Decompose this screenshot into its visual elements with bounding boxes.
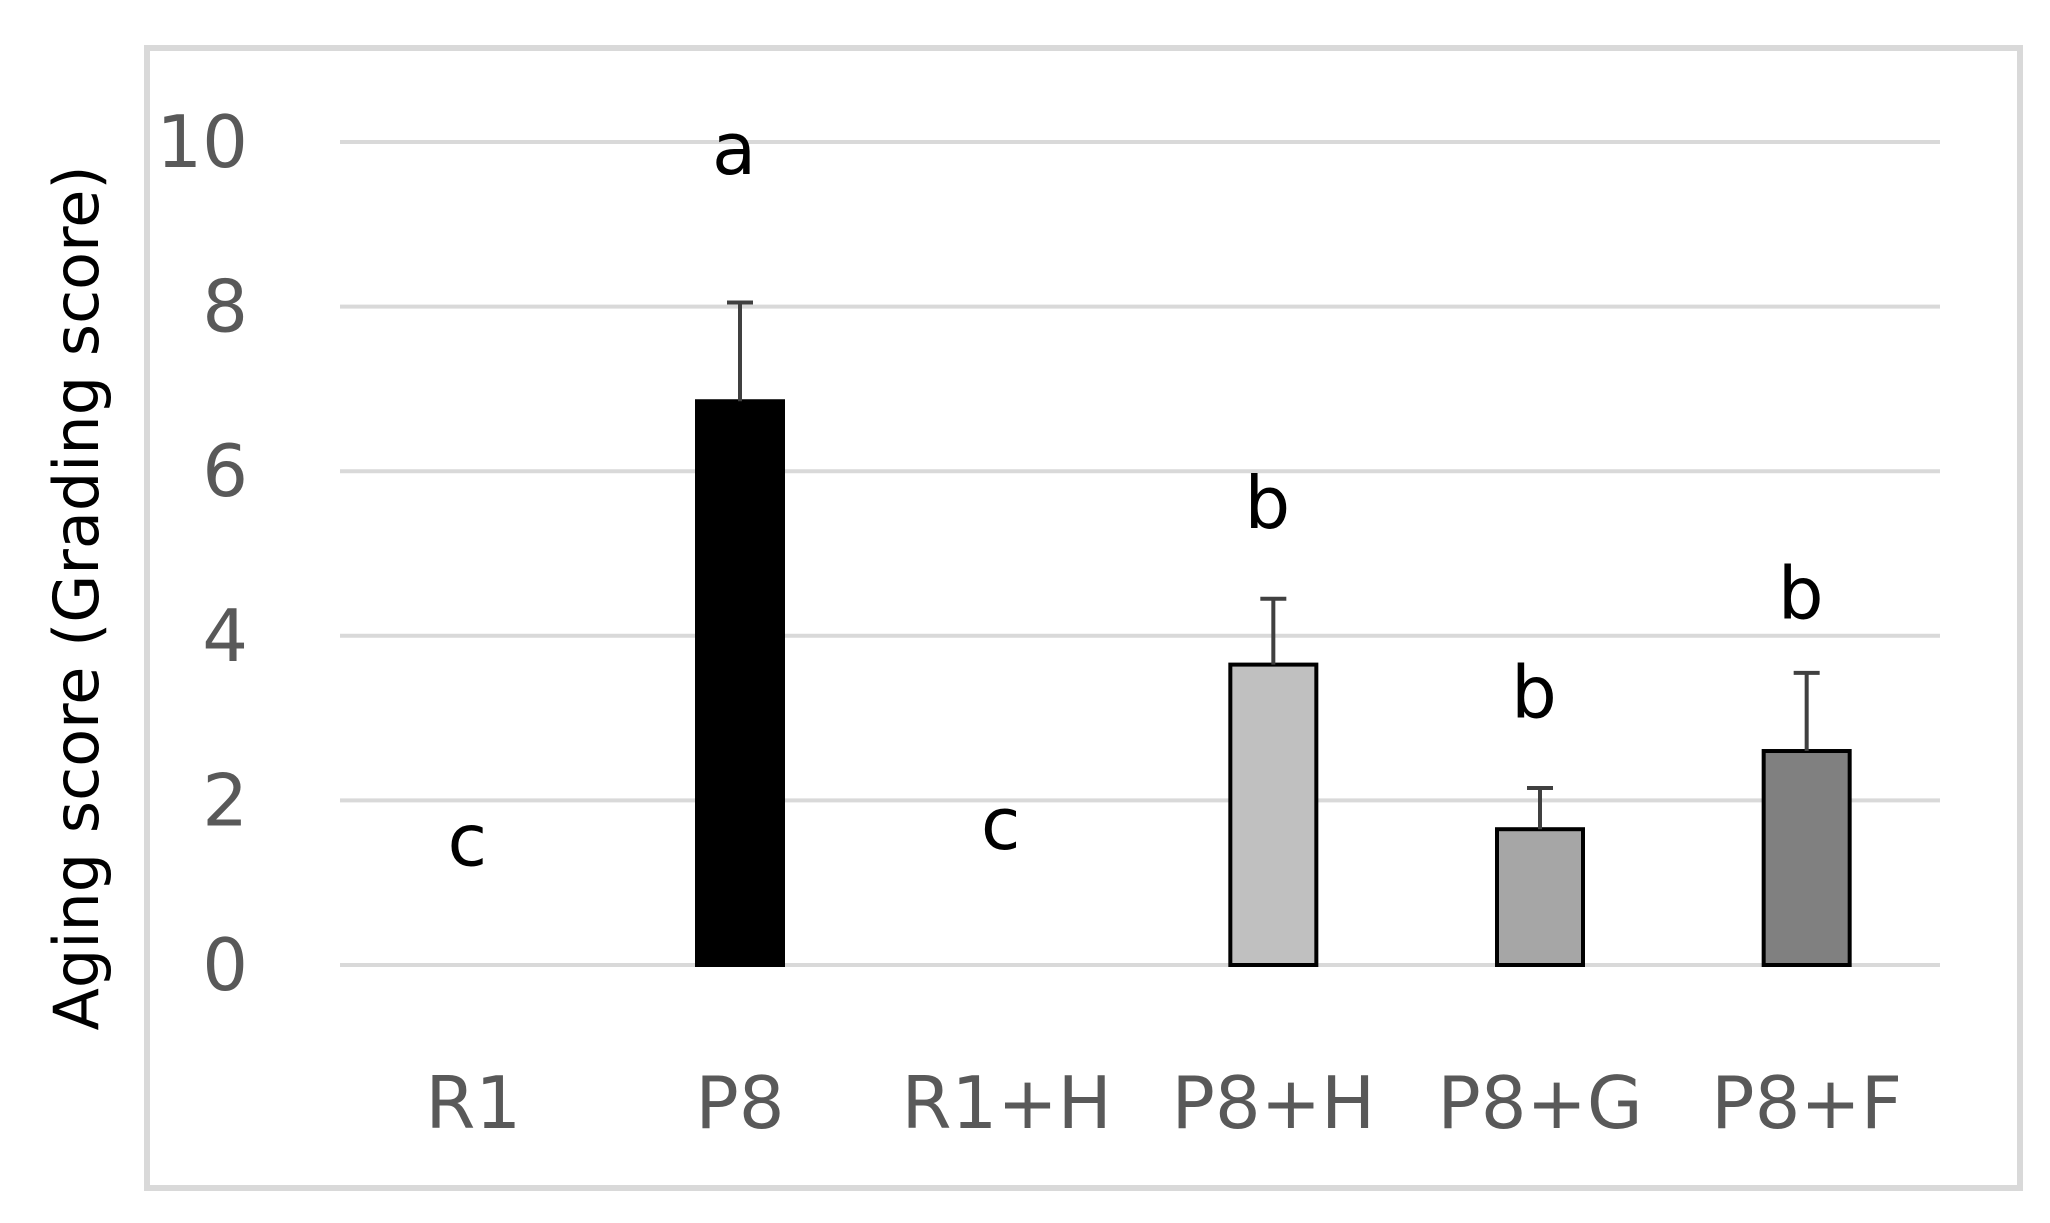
x-tick-label: R1 bbox=[425, 1061, 521, 1145]
y-tick-label: 0 bbox=[202, 923, 248, 1007]
significance-label: c bbox=[448, 799, 488, 883]
x-tick-label: R1+H bbox=[902, 1061, 1112, 1145]
y-tick-label: 4 bbox=[202, 594, 248, 678]
y-tick-label: 10 bbox=[156, 100, 248, 184]
y-tick-label: 6 bbox=[202, 429, 248, 513]
x-tick-label: P8+H bbox=[1171, 1061, 1375, 1145]
y-axis-title: Aging score (Grading score) bbox=[40, 165, 113, 1030]
bar-p8-plus-h bbox=[1228, 662, 1319, 967]
significance-label: a bbox=[712, 107, 756, 191]
significance-label: b bbox=[1511, 650, 1557, 734]
x-tick-label: P8+F bbox=[1711, 1061, 1902, 1145]
y-tick-label: 8 bbox=[202, 265, 248, 349]
x-tick-label: P8+G bbox=[1437, 1061, 1642, 1145]
significance-label: c bbox=[981, 782, 1021, 866]
bar-p8-plus-g bbox=[1495, 827, 1585, 968]
x-tick-label: P8 bbox=[695, 1061, 784, 1145]
bar-p8-plus-f bbox=[1761, 749, 1852, 968]
y-tick-label: 2 bbox=[202, 758, 248, 842]
bar-p8 bbox=[695, 399, 785, 967]
significance-label: b bbox=[1778, 552, 1824, 636]
significance-label: b bbox=[1244, 461, 1290, 545]
chart-border bbox=[144, 45, 2023, 1191]
